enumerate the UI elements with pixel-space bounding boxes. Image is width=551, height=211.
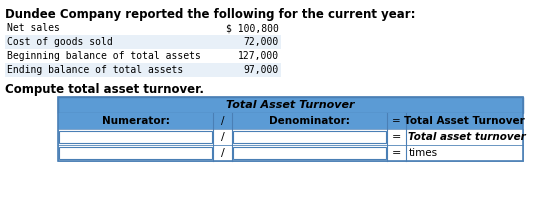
Text: Beginning balance of total assets: Beginning balance of total assets	[7, 51, 201, 61]
Text: /: /	[221, 116, 224, 126]
Text: 97,000: 97,000	[244, 65, 279, 75]
Text: Total asset turnover: Total asset turnover	[408, 132, 526, 142]
Text: =: =	[392, 116, 401, 126]
Bar	[58, 129, 522, 145]
Text: =: =	[392, 132, 402, 142]
Text: Compute total asset turnover.: Compute total asset turnover.	[5, 83, 204, 96]
Bar	[58, 97, 522, 161]
Text: Numerator:: Numerator:	[101, 116, 169, 126]
Text: Total Asset Turnover: Total Asset Turnover	[226, 100, 355, 110]
Text: /: /	[221, 148, 224, 158]
Text: Total Asset Turnover: Total Asset Turnover	[404, 116, 525, 126]
Bar	[59, 147, 212, 159]
Text: times: times	[408, 148, 437, 158]
Text: /: /	[221, 132, 224, 142]
Text: Dundee Company reported the following for the current year:: Dundee Company reported the following fo…	[5, 8, 415, 21]
Bar	[5, 63, 280, 77]
Text: Ending balance of total assets: Ending balance of total assets	[7, 65, 183, 75]
Text: 127,000: 127,000	[237, 51, 279, 61]
Bar	[233, 147, 386, 159]
Text: $ 100,800: $ 100,800	[226, 23, 279, 33]
Text: Denominator:: Denominator:	[269, 116, 350, 126]
Bar	[58, 113, 522, 129]
Bar	[5, 35, 280, 49]
Bar	[59, 131, 212, 143]
Text: Net sales: Net sales	[7, 23, 60, 33]
Text: 72,000: 72,000	[244, 37, 279, 47]
Bar	[58, 145, 522, 161]
Bar	[233, 131, 386, 143]
Text: Cost of goods sold: Cost of goods sold	[7, 37, 112, 47]
Bar	[58, 97, 522, 113]
Text: =: =	[392, 148, 402, 158]
